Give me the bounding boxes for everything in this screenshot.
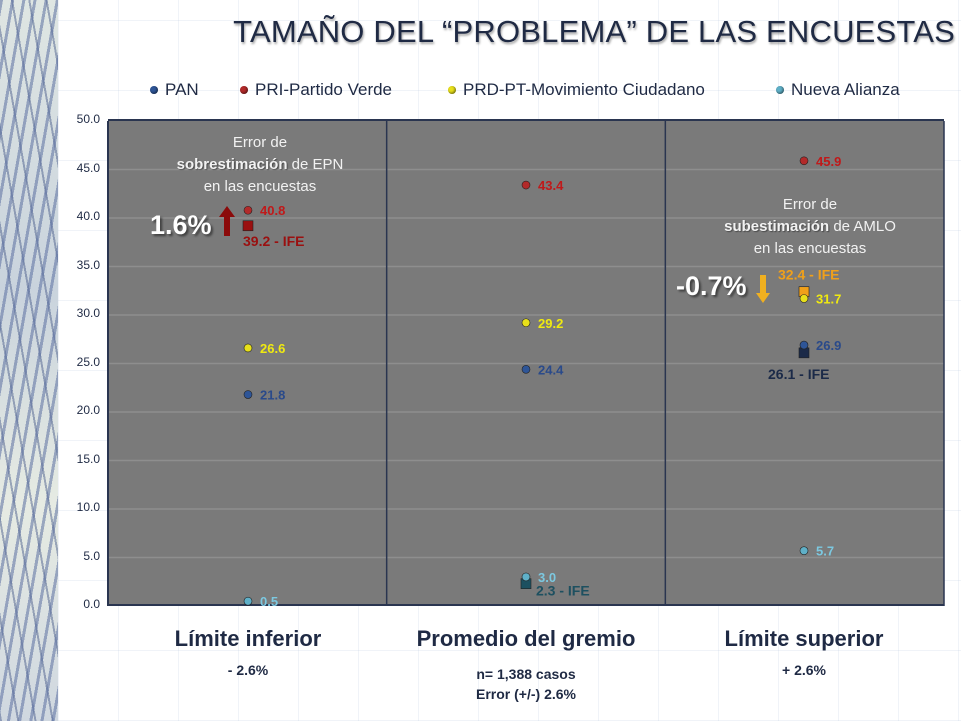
- legend-label: PAN: [165, 80, 199, 99]
- note-line: en las encuestas: [753, 240, 867, 257]
- note-line: Error de: [782, 196, 838, 213]
- data-point: [243, 343, 253, 353]
- underestimation-percent: -0.7%: [676, 271, 747, 301]
- arrow-down-icon: [756, 275, 770, 303]
- y-tick-label: 15.0: [76, 451, 100, 466]
- legend-marker-icon: [240, 86, 248, 94]
- category-label-upper: Límite superior: [724, 626, 884, 651]
- legend-item-pri: PRI-Partido Verde: [240, 80, 392, 100]
- y-tick-label: 30.0: [76, 306, 100, 320]
- ife-label: 26.1 - IFE: [768, 366, 829, 382]
- category-sub-upper: + 2.6%: [782, 662, 826, 678]
- note-line: en las encuestas: [203, 178, 317, 195]
- data-label: 26.9: [816, 338, 841, 353]
- data-point: [799, 156, 809, 166]
- legend-marker-icon: [776, 86, 784, 94]
- data-label: 24.4: [538, 362, 564, 377]
- legend-label: PRD-PT-Movimiento Ciudadano: [463, 80, 705, 99]
- data-label: 5.7: [816, 544, 834, 559]
- data-point: [521, 365, 531, 374]
- data-label: 40.8: [260, 203, 285, 218]
- ife-marker: [242, 220, 254, 232]
- data-point: [521, 318, 531, 328]
- decorative-side-art: [0, 0, 58, 721]
- category-sub-average-error: Error (+/-) 2.6%: [476, 686, 576, 702]
- legend-item-pan: PAN: [150, 80, 199, 100]
- underestimation-note: Error de subestimación de AMLO en las en…: [700, 194, 920, 260]
- category-sub-average-n: n= 1,388 casos: [476, 666, 576, 682]
- legend-marker-icon: [448, 86, 456, 94]
- data-label: 29.2: [538, 316, 563, 331]
- data-point: [521, 180, 531, 190]
- category-sub-lower: - 2.6%: [227, 662, 269, 678]
- y-tick-label: 35.0: [76, 257, 100, 272]
- note-line: Error de: [232, 134, 288, 151]
- category-label-average: Promedio del gremio: [416, 626, 636, 651]
- data-point: [521, 572, 531, 582]
- y-tick-label: 50.0: [76, 112, 100, 126]
- y-tick-label: 45.0: [76, 160, 100, 175]
- y-tick-label: 20.0: [76, 403, 100, 417]
- data-point: [243, 596, 253, 606]
- overestimation-percent: 1.6%: [150, 210, 212, 240]
- chart-title: TAMAÑO DEL “PROBLEMA” DE LAS ENCUESTAS: [233, 14, 955, 49]
- category-label-lower: Límite inferior: [174, 626, 322, 651]
- legend-item-prd: PRD-PT-Movimiento Ciudadano: [448, 80, 705, 100]
- data-point: [799, 546, 809, 556]
- y-tick-label: 25.0: [76, 354, 100, 369]
- data-point: [243, 205, 253, 215]
- note-line: subestimación de AMLO: [700, 216, 920, 238]
- data-label: 21.8: [260, 388, 285, 403]
- data-label: 45.9: [816, 154, 841, 169]
- data-point: [243, 390, 253, 399]
- y-tick-label: 10.0: [76, 500, 100, 514]
- y-tick-label: 5.0: [83, 548, 100, 563]
- data-point: [799, 340, 809, 350]
- plot-svg: 21.8 24.4 26.9 40.8 43.4 45.9 26.6 29.2 31.7 0.5 3…: [107, 121, 945, 609]
- legend-label: PRI-Partido Verde: [255, 80, 393, 99]
- data-label: 0.5: [260, 594, 278, 609]
- overestimation-note: Error de sobrestimación de EPN en las en…: [160, 132, 360, 198]
- legend-marker-icon: [150, 86, 158, 94]
- ife-label: 32.4 - IFE: [778, 267, 839, 283]
- y-tick-label: 0.0: [83, 597, 100, 611]
- data-label: 26.6: [260, 341, 285, 356]
- data-label: 43.4: [538, 178, 564, 193]
- data-label: 31.7: [816, 292, 841, 307]
- y-tick-label: 40.0: [76, 209, 100, 223]
- note-text: de EPN: [291, 156, 344, 173]
- plot-area: 21.8 24.4 26.9 40.8 43.4 45.9 26.6 29.2 31.7 0.5 3…: [107, 119, 945, 609]
- note-emphasis: sobrestimación: [176, 156, 288, 173]
- data-label: 3.0: [538, 570, 556, 585]
- legend-item-nueva-alianza: Nueva Alianza: [776, 80, 900, 100]
- note-emphasis: subestimación: [724, 218, 830, 235]
- data-point: [799, 294, 809, 303]
- ife-label: 2.3 - IFE: [536, 583, 590, 599]
- arrow-up-icon: [219, 206, 235, 236]
- note-line: sobrestimación de EPN: [160, 154, 360, 176]
- legend-label: Nueva Alianza: [791, 80, 900, 99]
- ife-label: 39.2 - IFE: [243, 233, 304, 249]
- note-text: de AMLO: [833, 218, 896, 235]
